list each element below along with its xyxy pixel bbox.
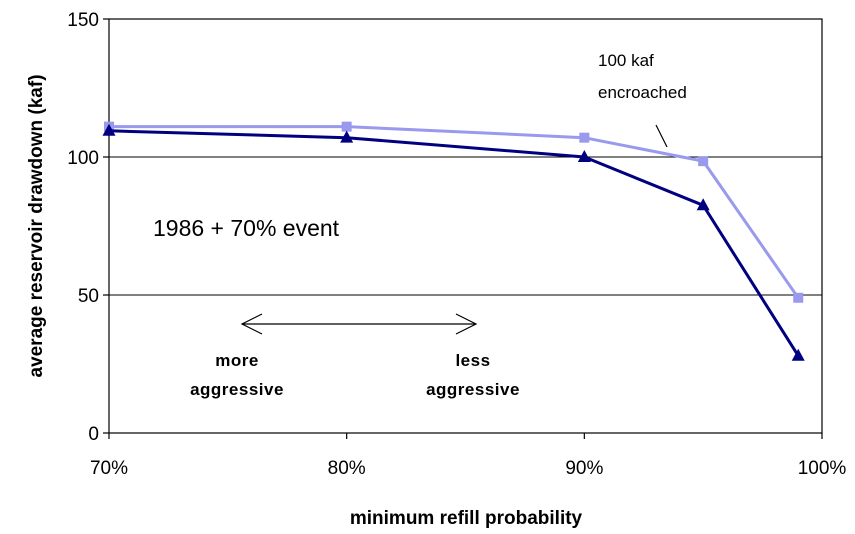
data-point-triangle — [696, 198, 710, 211]
axis-ticks: 0 50 100 150 70% 80% 90% 100% — [67, 10, 846, 479]
y-tick-label: 50 — [78, 286, 99, 307]
x-tick-label: 80% — [328, 458, 366, 479]
plot-frame — [108, 18, 823, 434]
x-tick-label: 100% — [798, 458, 847, 479]
x-axis-label: minimum refill probability — [350, 508, 583, 529]
data-point-square — [698, 156, 709, 167]
data-point-triangle — [791, 348, 805, 361]
data-point-triangle — [577, 150, 591, 162]
annotation-more-line2: aggressive — [190, 380, 284, 399]
y-axis-label: average reservoir drawdown (kaf) — [26, 74, 47, 377]
annotation-more-line1: more — [215, 351, 259, 370]
data-point-triangle — [340, 130, 354, 143]
y-tick-label: 0 — [88, 424, 99, 445]
series-1-line — [109, 125, 800, 299]
series-layer — [102, 121, 805, 361]
annotation-event: 1986 + 70% event — [153, 215, 340, 241]
data-point-triangle — [102, 123, 116, 136]
series-2 — [102, 123, 805, 361]
x-tick-label: 90% — [565, 458, 603, 479]
y-tick-label: 150 — [67, 10, 99, 31]
data-point-square — [793, 292, 804, 303]
data-point-square — [341, 121, 352, 132]
annotation-encroached-line2: encroached — [598, 83, 687, 102]
annotation-less-line2: aggressive — [426, 380, 520, 399]
x-tick-label: 70% — [90, 458, 128, 479]
data-point-square — [579, 132, 590, 143]
annotation-pointer-line — [655, 124, 668, 148]
annotation-encroached-line1: 100 kaf — [598, 51, 654, 70]
annotation-less-line1: less — [455, 351, 490, 370]
series-2-line — [108, 129, 800, 357]
series-1 — [104, 121, 804, 303]
double-arrow — [240, 313, 478, 335]
y-tick-label: 100 — [67, 148, 99, 169]
